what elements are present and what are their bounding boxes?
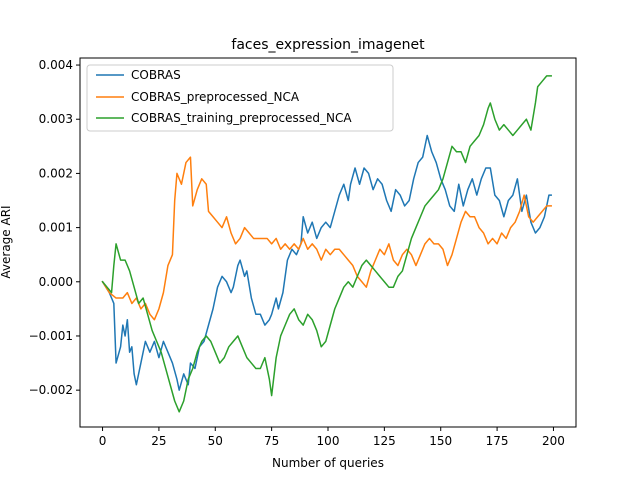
y-tick-label: −0.001 <box>29 329 73 343</box>
chart-title: faces_expression_imagenet <box>231 37 425 53</box>
legend-label-cobras-training-preprocessed-nca: COBRAS_training_preprocessed_NCA <box>131 111 352 125</box>
series-layer <box>101 75 552 413</box>
x-tick-label: 125 <box>373 434 396 448</box>
series-line-cobras <box>101 134 552 391</box>
legend-label-cobras-preprocessed-nca: COBRAS_preprocessed_NCA <box>131 90 300 104</box>
x-tick-label: 25 <box>151 434 166 448</box>
x-tick-label: 0 <box>99 434 107 448</box>
y-axis-label: Average ARI <box>0 205 13 278</box>
x-tick-label: 175 <box>486 434 509 448</box>
x-tick-label: 50 <box>208 434 223 448</box>
y-tick-label: 0.004 <box>39 58 73 72</box>
series-line-cobras-preprocessed-nca <box>101 156 552 321</box>
y-tick-label: 0.001 <box>39 221 73 235</box>
y-tick-label: 0.000 <box>39 275 73 289</box>
x-tick-label: 100 <box>317 434 340 448</box>
y-tick-label: 0.003 <box>39 112 73 126</box>
x-tick-label: 150 <box>429 434 452 448</box>
x-axis: 0 25 50 75 100 125 150 175 200 <box>99 427 565 448</box>
y-tick-label: −0.002 <box>29 383 73 397</box>
legend: COBRAS COBRAS_preprocessed_NCA COBRAS_tr… <box>86 64 394 132</box>
x-tick-label: 75 <box>264 434 279 448</box>
legend-box <box>86 64 394 132</box>
x-axis-label: Number of queries <box>272 456 384 470</box>
y-axis: −0.002 −0.001 0.000 0.001 0.002 0.003 0.004 <box>29 58 80 397</box>
y-tick-label: 0.002 <box>39 166 73 180</box>
legend-label-cobras: COBRAS <box>131 68 181 82</box>
x-tick-label: 200 <box>542 434 565 448</box>
series-line-cobras-training-preprocessed-nca <box>101 75 552 413</box>
